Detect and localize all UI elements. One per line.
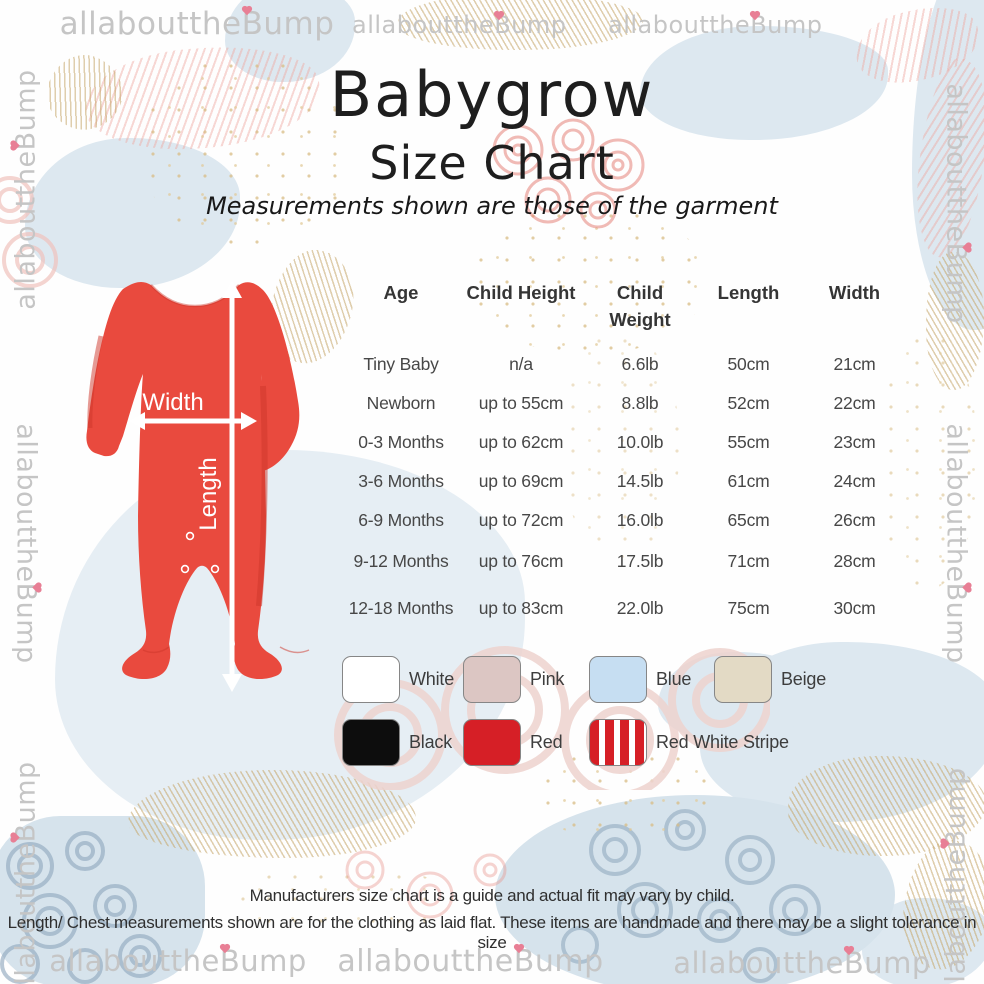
babygrow-garment [86,281,300,680]
sparkle-dots [468,205,708,355]
brand-watermark: allabouttheB ump [352,11,567,39]
blue-color-swatch [589,656,647,703]
length-arrow [222,280,242,692]
swatch-red: Red [463,719,563,766]
page-subtitle: Size Chart [369,136,615,190]
swatch-beige: Beige [714,656,826,703]
column-header-child-height: Child Height [466,282,576,303]
swatch-label: Pink [530,669,565,689]
brand-watermark: allabouttheB ump [59,6,335,42]
brand-watermark: allabouttheB ump [49,944,307,978]
gold-scribble [398,0,643,50]
size-table: Age Child Height Child Weight Length Wid… [345,275,907,635]
white-color-swatch [342,656,400,703]
swatch-red-white-stripe: Red White Stripe [589,719,789,766]
black-color-swatch [342,719,400,766]
page-title: Babygrow [329,58,655,131]
width-arrow [129,412,257,430]
brand-watermark: allabouttheB ump [673,946,931,980]
swatch-black: Black [342,719,452,766]
swatch-label: Blue [656,669,692,689]
snap-buttons [180,531,220,574]
sparkle-dots [560,330,680,560]
swatch-blue: Blue [589,656,691,703]
sparkle-dots [878,330,978,590]
brand-watermark: allabouttheB ump [337,944,604,979]
swatch-pink: Pink [463,656,564,703]
swatch-label: Black [409,732,453,752]
swatch-label: Red White Stripe [656,732,789,752]
cloud-decoration [640,26,888,140]
table-row: 0-3 Months up to 62cm 10.0lb 55cm 23cm [358,432,876,452]
table-row: 9-12 Months up to 76cm 17.5lb 71cm 28cm [353,551,876,571]
width-label: Width [142,389,203,416]
blue-swirl-cloud [0,816,205,984]
sparkle-dots [140,55,355,245]
swatch-white: White [342,656,454,703]
pink-swirl-pattern [0,176,58,288]
measurement-note: Measurements shown are those of the garm… [206,192,778,220]
red-swirl-pattern [345,850,507,919]
pink-color-swatch [463,656,521,703]
column-header-width: Width [828,282,881,303]
table-row: 3-6 Months up to 69cm 14.5lb 61cm 24cm [358,471,876,491]
table-row: Tiny Baby n/a 6.6lb 50cm 21cm [363,354,876,374]
swatch-label: White [409,669,455,689]
brand-watermark: allabouttheB ump [10,423,42,664]
column-header-length: Length [717,282,780,303]
table-row: Newborn up to 55cm 8.8lb 52cm 22cm [366,393,876,413]
beige-color-swatch [714,656,772,703]
brand-watermark: allabouttheB ump [608,11,823,39]
red-white-stripe-swatch [589,719,647,766]
babygrow-diagram: Width Length [86,280,310,692]
sparkle-dots [230,866,460,941]
table-row: 12-18 Months up to 83cm 22.0lb 75cm 30cm [348,598,876,618]
size-table-header: Age Child Height Child Weight Length Wid… [345,279,907,333]
length-label: Length [195,457,222,530]
swatch-label: Red [530,732,563,752]
red-color-swatch [463,719,521,766]
brand-watermark: allabouttheB ump [940,423,972,664]
column-header-child-weight: Child Weight [609,282,671,330]
red-swirl-pattern [492,118,645,229]
swatch-label: Beige [781,669,827,689]
footer-disclaimer-line2: Length/ Chest measurements shown are for… [7,913,977,952]
footer-disclaimer-line1: Manufacturers size chart is a guide and … [249,886,735,905]
column-header-age: Age [383,282,419,303]
table-row: 6-9 Months up to 72cm 16.0lb 65cm 26cm [358,510,876,530]
